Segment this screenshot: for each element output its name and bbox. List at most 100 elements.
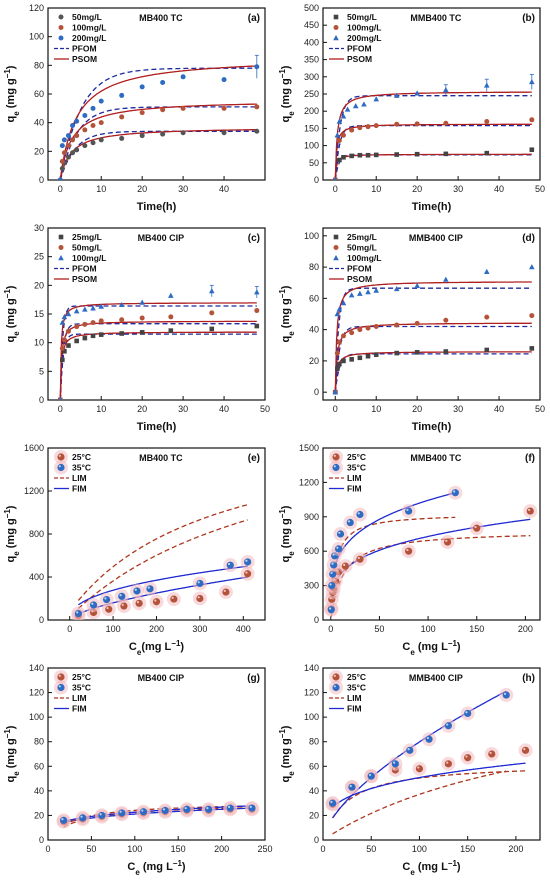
legend-marker — [333, 245, 339, 250]
y-tick-label: 350 — [304, 55, 319, 65]
data-point — [388, 756, 403, 771]
y-tick-label: 5 — [39, 366, 44, 376]
y-axis-title: qe (mg g−1) — [3, 505, 21, 562]
data-point — [401, 544, 416, 559]
data-point — [139, 110, 145, 116]
x-tick-label: 200 — [149, 624, 164, 634]
psom-fit-line — [59, 65, 257, 180]
y-tick-label: 15 — [34, 309, 44, 319]
data-point — [61, 337, 67, 343]
data-point — [74, 324, 80, 330]
y-tick-label: 100 — [29, 32, 44, 42]
panel-label: (g) — [247, 673, 260, 684]
legend-marker — [333, 234, 339, 240]
legend-entry: 25°C — [347, 452, 366, 462]
psom-fit-line — [334, 281, 532, 393]
data-point — [484, 119, 490, 125]
data-point — [365, 353, 371, 359]
legend-entry: 100mg/L — [72, 253, 107, 263]
legend-marker — [58, 255, 64, 261]
data-point — [443, 276, 449, 282]
legend-entry: PSOM — [347, 274, 372, 284]
y-tick-label: 60 — [309, 761, 319, 771]
data-point — [160, 107, 166, 113]
x-axis-title: Time(h) — [412, 421, 452, 433]
pfom-fit-line — [334, 287, 532, 393]
data-point — [254, 289, 260, 295]
data-point — [82, 335, 88, 341]
plot-area — [332, 264, 535, 395]
data-point — [529, 346, 535, 351]
panel-label: (a) — [248, 13, 260, 24]
y-tick-label: 0 — [39, 175, 44, 185]
x-axis-title: Ce (mg L−1) — [402, 859, 461, 877]
data-point — [74, 338, 79, 344]
plot-frame — [322, 667, 541, 841]
data-point — [98, 98, 104, 104]
data-point — [61, 150, 67, 156]
chart-panel-b: 0 10 20 30 40 5005010015020025030035040045050… — [278, 3, 546, 213]
data-point — [179, 802, 194, 817]
data-point — [364, 769, 379, 784]
y-tick-label: 1200 — [24, 486, 44, 496]
legend-marker — [58, 25, 64, 30]
data-point — [484, 150, 490, 156]
y-tick-label: 80 — [309, 262, 319, 272]
legend-marker — [333, 255, 339, 261]
data-point — [254, 104, 260, 110]
data-point — [59, 166, 65, 172]
data-point — [469, 521, 484, 536]
y-tick-label: 120 — [29, 688, 44, 698]
data-point — [337, 157, 342, 163]
y-tick-label: 0 — [314, 615, 319, 625]
x-tick-label: 100 — [421, 624, 436, 634]
data-point — [338, 559, 353, 574]
panel-label: (c) — [248, 233, 260, 244]
data-point — [139, 133, 145, 139]
data-point — [208, 288, 215, 294]
data-point — [365, 124, 371, 130]
x-tick-label: 40 — [494, 184, 504, 194]
legend-marker — [333, 14, 339, 20]
y-tick-label: 100 — [304, 141, 319, 151]
data-point — [75, 810, 90, 825]
legend-entry: 25°C — [72, 452, 91, 462]
legend-entry: PFOM — [72, 264, 97, 274]
pfom-fit-line — [334, 95, 532, 180]
panel-label: (h) — [522, 673, 535, 684]
y-tick-label: 900 — [304, 512, 319, 522]
data-point — [352, 103, 359, 109]
y-tick-label: 20 — [309, 356, 319, 366]
legend-marker — [58, 14, 64, 20]
data-point — [484, 747, 499, 761]
legend-marker — [333, 25, 339, 30]
data-point — [74, 133, 80, 139]
data-point — [98, 303, 105, 309]
data-point — [90, 333, 96, 339]
legend-entry: 50mg/L — [347, 12, 377, 22]
x-tick-label: 0 — [58, 404, 63, 414]
x-tick-label: 0 — [320, 844, 325, 854]
data-point — [98, 120, 104, 126]
data-point — [73, 308, 80, 314]
legend-marker — [58, 234, 64, 240]
data-point — [460, 706, 475, 721]
data-point — [65, 328, 71, 334]
fim-fit-line — [77, 565, 248, 606]
psom-fit-line — [334, 351, 532, 393]
legend-marker — [54, 680, 68, 695]
data-point — [414, 320, 420, 326]
pfom-fit-line — [334, 124, 532, 180]
chart-title: MMB400 TC — [410, 453, 462, 463]
data-point — [166, 592, 181, 607]
data-point — [66, 343, 71, 348]
data-point — [118, 301, 125, 308]
data-point — [90, 105, 96, 111]
data-point — [373, 152, 379, 158]
data-point — [139, 330, 145, 335]
pfom-fit-line — [334, 325, 532, 393]
